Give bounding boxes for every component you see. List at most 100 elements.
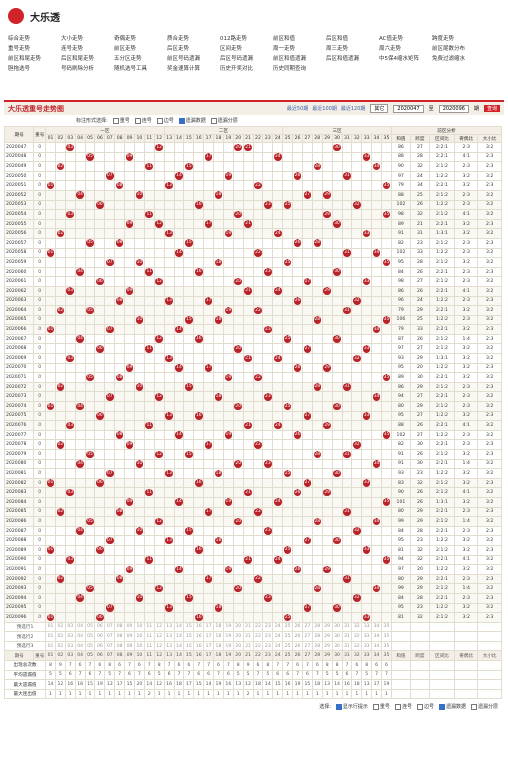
preselect-cell[interactable]: 31 [341,640,353,652]
option[interactable]: 重号 [112,117,130,124]
preselect-cell[interactable]: 11 [143,631,155,642]
option[interactable]: 遗漏分层 [210,117,238,124]
nav-link[interactable]: 后区和值 [326,36,349,42]
preselect-cell[interactable]: 28 [311,640,323,652]
nav-link[interactable]: 前区号码遗漏 [167,56,201,62]
nav-link[interactable]: 后区和值遗漏 [326,56,360,62]
preselect-cell[interactable]: 35 [381,631,392,642]
preselect-cell[interactable]: 02 [54,640,66,652]
preselect-cell[interactable]: 23 [262,640,274,652]
option[interactable]: 连号 [394,703,412,710]
preselect-cell[interactable]: 26 [292,621,303,633]
preselect-cell[interactable]: 19 [222,621,234,633]
preselect-cell[interactable]: 09 [124,621,135,633]
checkbox[interactable] [156,117,163,124]
preselect-cell[interactable]: 29 [321,631,333,642]
preselect-cell[interactable]: 02 [54,631,66,642]
preselect-cell[interactable]: 03 [64,640,76,652]
nav-link[interactable]: 周一走势 [273,46,296,52]
preselect-cell[interactable]: 26 [292,631,303,642]
preselect-cell[interactable]: 27 [302,640,313,652]
range-link[interactable]: 最近100期 [312,106,337,112]
preselect-cell[interactable]: 04 [74,631,86,642]
preselect-cell[interactable]: 16 [193,631,205,642]
preselect-cell[interactable]: 06 [94,640,106,652]
checkbox[interactable] [134,117,141,124]
nav-link[interactable]: 跨度走势 [432,36,455,42]
preselect-cell[interactable]: 22 [252,621,264,633]
preselect-cell[interactable]: 19 [222,631,234,642]
preselect-cell[interactable]: 33 [361,631,373,642]
nav-link[interactable]: 号码刷除分析 [61,66,95,72]
nav-link[interactable]: 周三走势 [326,46,349,52]
preselect-cell[interactable]: 24 [272,621,284,633]
nav-link[interactable]: 后区号码遗漏 [220,56,254,62]
preselect-cell[interactable]: 23 [262,621,274,633]
preselect-cell[interactable]: 17 [203,640,215,652]
preselect-cell[interactable]: 23 [262,631,274,642]
preselect-cell[interactable]: 15 [183,631,195,642]
option[interactable]: 边号 [156,117,174,124]
preselect-cell[interactable]: 03 [64,631,76,642]
checkbox[interactable] [416,703,423,710]
nav-link[interactable]: 胆拖选号 [8,66,31,72]
preselect-cell[interactable]: 09 [124,640,135,652]
preselect-cell[interactable]: 17 [203,631,215,642]
preselect-cell[interactable]: 27 [302,631,313,642]
preselect-cell[interactable]: 31 [341,621,353,633]
nav-link[interactable]: 周六走势 [379,46,402,52]
preselect-cell[interactable]: 07 [104,621,116,633]
preselect-cell[interactable]: 26 [292,640,303,652]
preselect-cell[interactable]: 14 [173,640,185,652]
preselect-cell[interactable]: 33 [361,640,373,652]
preselect-cell[interactable]: 03 [64,621,76,633]
preselect-cell[interactable]: 30 [331,621,343,633]
preselect-cell[interactable]: 30 [331,631,343,642]
option[interactable]: 显示行提示 [335,703,368,710]
preselect-cell[interactable]: 18 [213,631,224,642]
nav-link[interactable]: 012路走势 [220,36,247,42]
nav-link[interactable]: 免费过滤缩水 [432,56,466,62]
nav-link[interactable]: 历史开奖对比 [220,66,254,72]
preselect-cell[interactable]: 08 [114,640,126,652]
preselect-cell[interactable]: 14 [173,631,185,642]
preselect-cell[interactable]: 10 [133,621,145,633]
nav-link[interactable]: 区间走势 [220,46,243,52]
preselect-cell[interactable]: 30 [331,640,343,652]
nav-link[interactable]: 前区和值遗漏 [273,56,307,62]
preselect-cell[interactable]: 32 [351,640,363,652]
preselect-cell[interactable]: 08 [114,631,126,642]
preselect-cell[interactable]: 21 [242,631,254,642]
preselect-cell[interactable]: 06 [94,631,106,642]
preselect-cell[interactable]: 20 [232,640,244,652]
preselect-cell[interactable]: 34 [371,621,382,633]
preselect-cell[interactable]: 06 [94,621,106,633]
option[interactable]: 遗漏分层 [470,703,498,710]
checkbox[interactable] [335,703,342,710]
nav-link[interactable]: AC值走势 [379,36,404,42]
period-select[interactable]: 其它 [370,104,389,113]
nav-link[interactable]: 质合走势 [167,36,190,42]
nav-link[interactable]: 后区和尾走势 [61,56,95,62]
checkbox[interactable] [112,117,119,124]
preselect-cell[interactable]: 05 [84,631,96,642]
preselect-cell[interactable]: 10 [133,640,145,652]
checkbox[interactable] [210,117,217,124]
option[interactable]: 重号 [372,703,390,710]
preselect-cell[interactable]: 35 [381,640,392,652]
preselect-cell[interactable]: 07 [104,631,116,642]
preselect-cell[interactable]: 02 [54,621,66,633]
preselect-cell[interactable]: 05 [84,621,96,633]
option[interactable]: 边号 [416,703,434,710]
preselect-cell[interactable]: 14 [173,621,185,633]
preselect-cell[interactable]: 25 [282,631,294,642]
preselect-cell[interactable]: 27 [302,621,313,633]
preselect-cell[interactable]: 12 [153,621,165,633]
nav-link[interactable]: 综合走势 [8,36,31,42]
preselect-cell[interactable]: 22 [252,631,264,642]
preselect-cell[interactable]: 16 [193,640,205,652]
to-input[interactable]: 2020096 [438,104,469,113]
preselect-cell[interactable]: 04 [74,640,86,652]
preselect-cell[interactable]: 15 [183,640,195,652]
nav-link[interactable]: 中5保4缩水矩阵 [379,56,419,62]
